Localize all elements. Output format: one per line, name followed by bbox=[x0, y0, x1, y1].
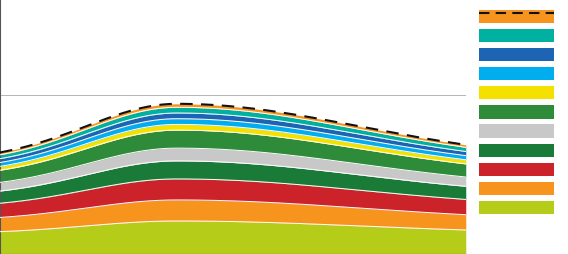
FancyBboxPatch shape bbox=[479, 163, 554, 176]
FancyBboxPatch shape bbox=[479, 124, 554, 138]
FancyBboxPatch shape bbox=[479, 86, 554, 100]
FancyBboxPatch shape bbox=[479, 67, 554, 81]
FancyBboxPatch shape bbox=[479, 48, 554, 61]
FancyBboxPatch shape bbox=[479, 105, 554, 119]
FancyBboxPatch shape bbox=[479, 144, 554, 157]
FancyBboxPatch shape bbox=[479, 10, 554, 23]
FancyBboxPatch shape bbox=[479, 182, 554, 195]
FancyBboxPatch shape bbox=[479, 201, 554, 214]
FancyBboxPatch shape bbox=[479, 29, 554, 42]
